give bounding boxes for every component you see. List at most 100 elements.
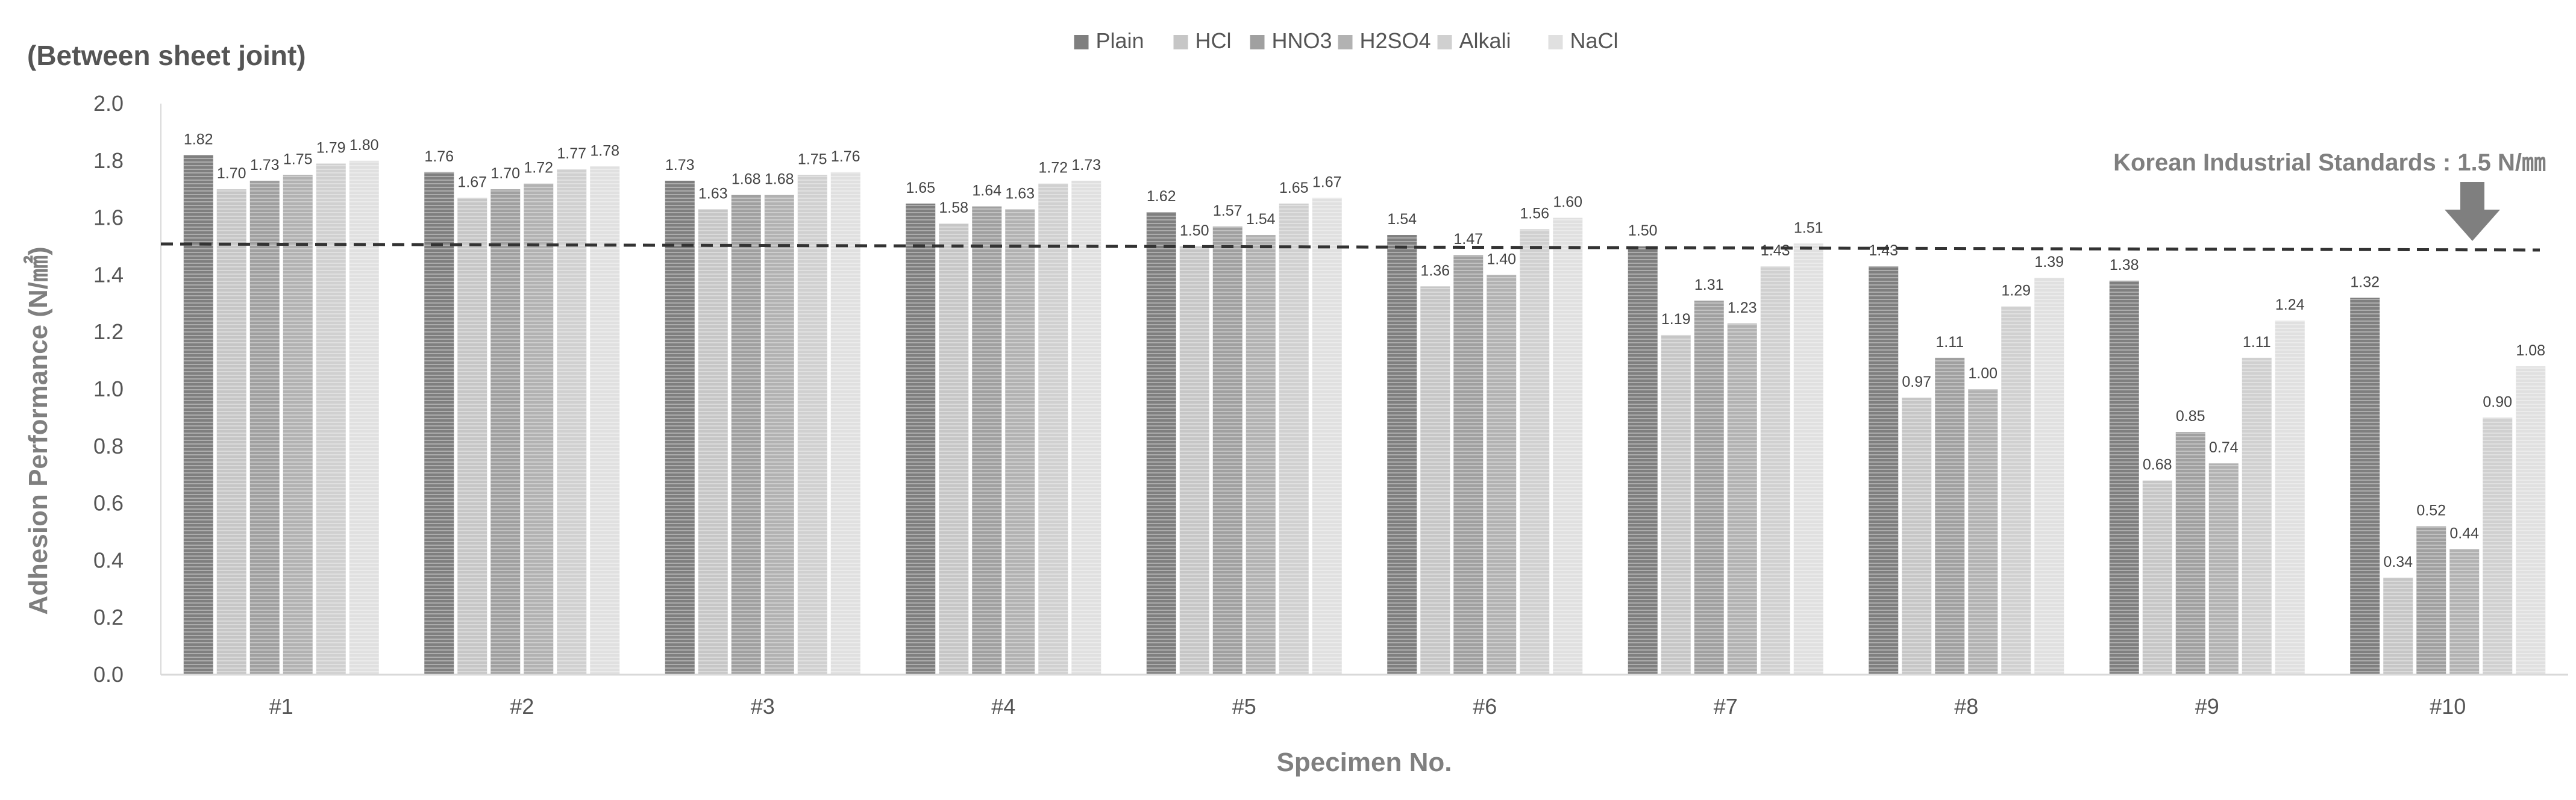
data-label: 0.52 [2416,502,2446,519]
data-label: 1.62 [1147,188,1176,205]
data-label: 1.54 [1246,211,1276,228]
legend-swatch [1437,35,1452,49]
bar-hatch [1968,389,1998,675]
x-tick-label: #10 [2430,694,2466,719]
data-label: 1.70 [217,165,246,182]
bar-hatch [2175,432,2205,675]
y-tick-label: 2.0 [93,91,124,116]
x-tick-label: #2 [510,694,534,719]
chart-title: (Between sheet joint) [27,40,306,71]
legend-swatch [1548,35,1563,49]
legend-swatch [1250,35,1265,49]
data-label: 1.32 [2350,273,2380,290]
data-label: 0.97 [1902,373,1931,390]
bar-hatch [2416,526,2446,675]
down-arrow-icon [2445,182,2500,241]
bar-hatch [1420,286,1450,675]
data-label: 1.75 [283,151,313,168]
x-tick-label: #6 [1473,694,1497,719]
bars: 1.821.701.73 1.751.79 1.801.761.671.70 1.72… [183,131,2546,675]
bar-hatch [2516,366,2546,675]
legend-swatch [1074,35,1089,49]
data-label: 1.08 [2516,342,2545,359]
data-label: 0.85 [2176,408,2205,425]
data-label: 1.50 [1180,222,1209,239]
bar-hatch [1279,203,1309,675]
bar-hatch [424,172,454,675]
data-label: 1.56 [1520,205,1549,222]
bar-hatch [1760,266,1790,675]
bar-hatch [2350,298,2380,675]
bar-hatch [2001,306,2031,675]
data-label: 1.75 [798,151,827,168]
data-label: 0.90 [2483,393,2512,410]
data-label: 1.51 [1794,219,1823,236]
data-label: 1.43 [1761,242,1790,259]
bar-hatch [2275,320,2305,675]
data-label: 1.23 [1728,299,1757,316]
data-label: 1.38 [2110,257,2139,273]
bar-hatch [590,166,620,675]
bar-hatch [216,189,246,675]
bar-hatch [2483,417,2513,675]
data-label: 1.73 [250,157,280,173]
x-axis-title: Specimen No. [1277,748,1452,777]
data-label: 1.79 [316,140,346,157]
data-label: 1.50 [1628,222,1658,239]
data-label: 1.82 [184,131,213,148]
y-tick-label: 0.2 [93,605,124,630]
data-label: 1.11 [1935,334,1964,351]
bar-hatch [665,180,695,675]
bar-hatch [1387,235,1417,675]
bar-hatch [1212,226,1243,675]
bar-hatch [524,183,554,675]
x-tick-label: #8 [1954,694,1978,719]
bar-hatch [797,175,827,675]
data-label: 1.31 [1694,277,1724,293]
data-label: 1.76 [831,148,860,165]
x-tick-label: #3 [751,694,775,719]
y-tick-label: 1.2 [93,319,124,344]
bar-hatch [1520,229,1550,675]
data-label: 1.19 [1661,311,1691,328]
bar-hatch [1935,357,1965,675]
data-label: 1.63 [698,185,728,202]
x-tick-label: #7 [1714,694,1738,719]
bar-hatch [1246,235,1276,675]
data-label: 1.54 [1387,211,1417,228]
data-label: 1.68 [732,171,761,188]
bar-hatch [1694,301,1724,675]
bar-hatch [1179,246,1209,675]
bar-hatch [2449,549,2480,675]
y-tick-label: 0.0 [93,662,124,687]
y-tick-label: 1.0 [93,377,124,401]
legend-label: HCl [1196,28,1232,53]
y-tick-label: 1.4 [93,262,124,287]
x-tick-label: #5 [1232,694,1256,719]
data-label: 1.24 [2275,296,2305,313]
data-label: 0.74 [2209,439,2239,456]
legend-label: NaCl [1570,28,1619,53]
bar-hatch [2208,463,2239,675]
data-label: 1.36 [1420,262,1450,279]
legend-swatch [1338,35,1353,49]
y-tick-label: 0.6 [93,491,124,516]
y-axis-title: Adhesion Performance (N/㎟) [23,246,53,614]
data-label: 1.73 [665,157,695,173]
bar-hatch [2142,480,2172,675]
bar-hatch [1487,275,1517,675]
reference-line [160,242,2540,252]
bar-hatch [490,189,521,675]
x-tick-label: #4 [991,694,1015,719]
data-label: 1.60 [1553,194,1582,211]
y-tick-label: 0.8 [93,434,124,458]
bar-hatch [698,209,728,675]
bar-hatch [1038,183,1068,675]
bar-hatch [764,195,794,675]
legend-swatch [1173,35,1188,49]
data-label: 1.29 [2001,283,2031,299]
bar-hatch [1902,398,1932,675]
data-label: 1.39 [2034,254,2064,270]
bar-hatch [457,198,487,675]
